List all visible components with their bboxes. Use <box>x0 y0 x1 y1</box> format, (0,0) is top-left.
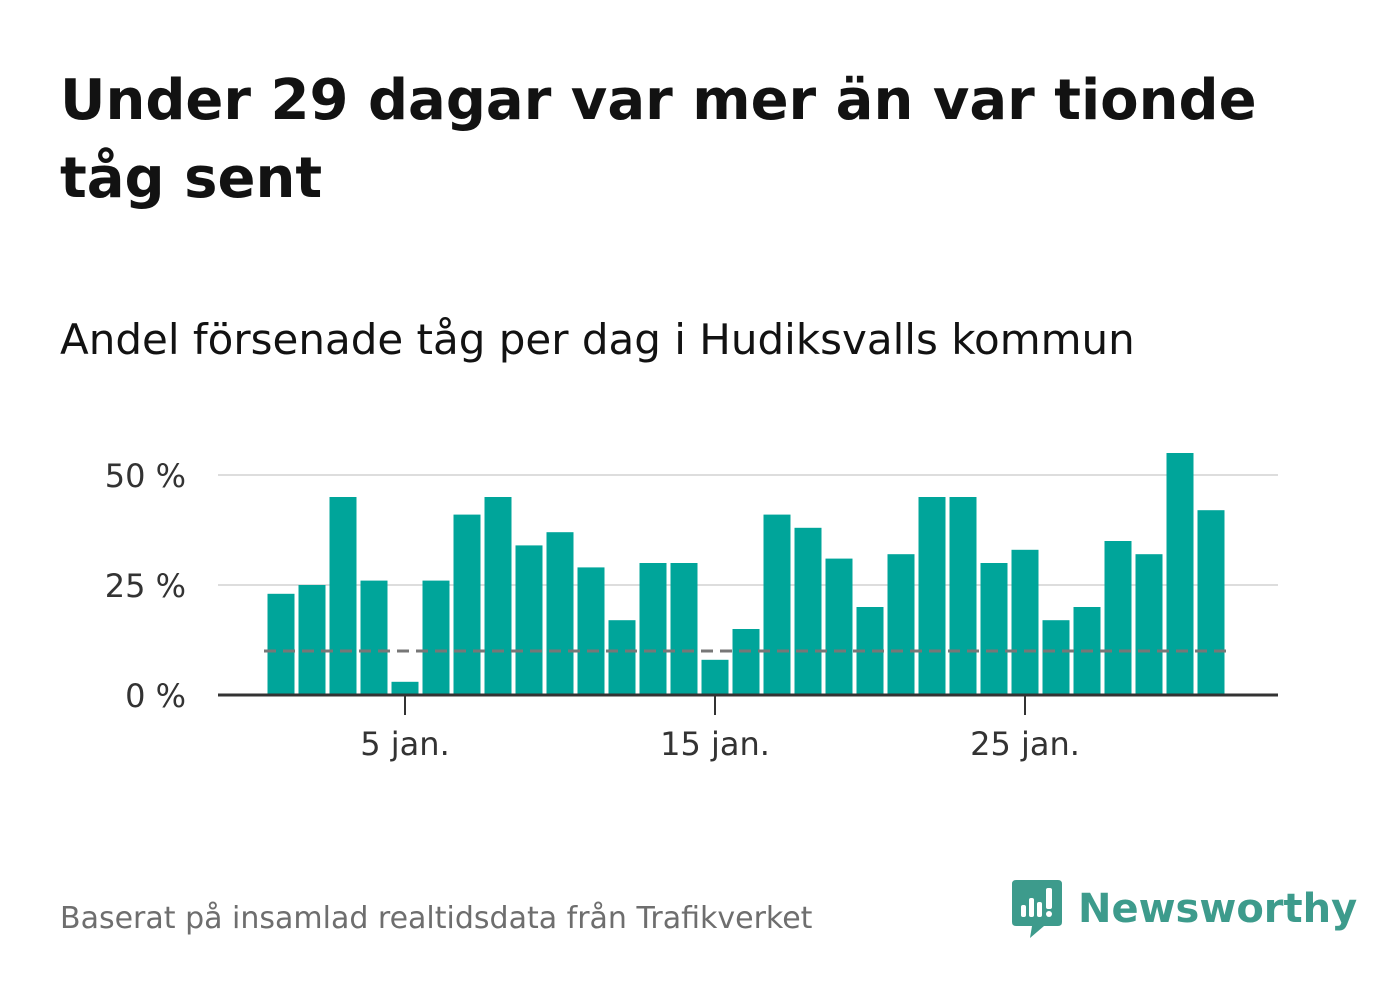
y-tick-label: 0 % <box>125 677 186 715</box>
bar <box>763 514 791 695</box>
source-note: Baserat på insamlad realtidsdata från Tr… <box>60 901 813 936</box>
bar-chart: 0 % 25 % 50 % 5 jan. 15 jan. 25 jan. <box>105 453 1278 763</box>
bar <box>670 563 698 695</box>
bar <box>980 563 1008 695</box>
bar <box>1042 620 1070 695</box>
bar <box>515 545 543 695</box>
bar <box>1011 549 1039 695</box>
bar <box>608 620 636 695</box>
chart-title: Under 29 dagar var mer än var tionde tåg… <box>60 68 1257 211</box>
x-tick-label: 5 jan. <box>360 725 449 763</box>
bar <box>794 527 822 695</box>
bar <box>949 497 977 695</box>
bar <box>329 497 357 695</box>
bar <box>887 554 915 695</box>
bar <box>422 580 450 695</box>
bar <box>825 558 853 695</box>
brand-logo: Newsworthy <box>1010 878 1357 940</box>
bar <box>577 567 605 695</box>
bar <box>360 580 388 695</box>
brand-name: Newsworthy <box>1078 886 1358 932</box>
newsworthy-logo-icon <box>1012 880 1062 938</box>
chart-subtitle: Andel försenade tåg per dag i Hudiksvall… <box>60 315 1135 364</box>
bar <box>298 585 326 695</box>
bar <box>918 497 946 695</box>
bar <box>1135 554 1163 695</box>
x-tick-label: 25 jan. <box>970 725 1080 763</box>
bar <box>267 593 295 695</box>
bar <box>484 497 512 695</box>
bar <box>453 514 481 695</box>
bar <box>1166 453 1194 695</box>
y-tick-label: 25 % <box>105 567 186 605</box>
bar <box>701 659 729 695</box>
bar <box>732 629 760 695</box>
x-tick-label: 15 jan. <box>660 725 770 763</box>
y-tick-label: 50 % <box>105 457 186 495</box>
bar <box>1197 510 1225 695</box>
bar <box>1104 541 1132 695</box>
bar <box>546 532 574 695</box>
bar <box>639 563 667 695</box>
bar <box>391 681 419 695</box>
